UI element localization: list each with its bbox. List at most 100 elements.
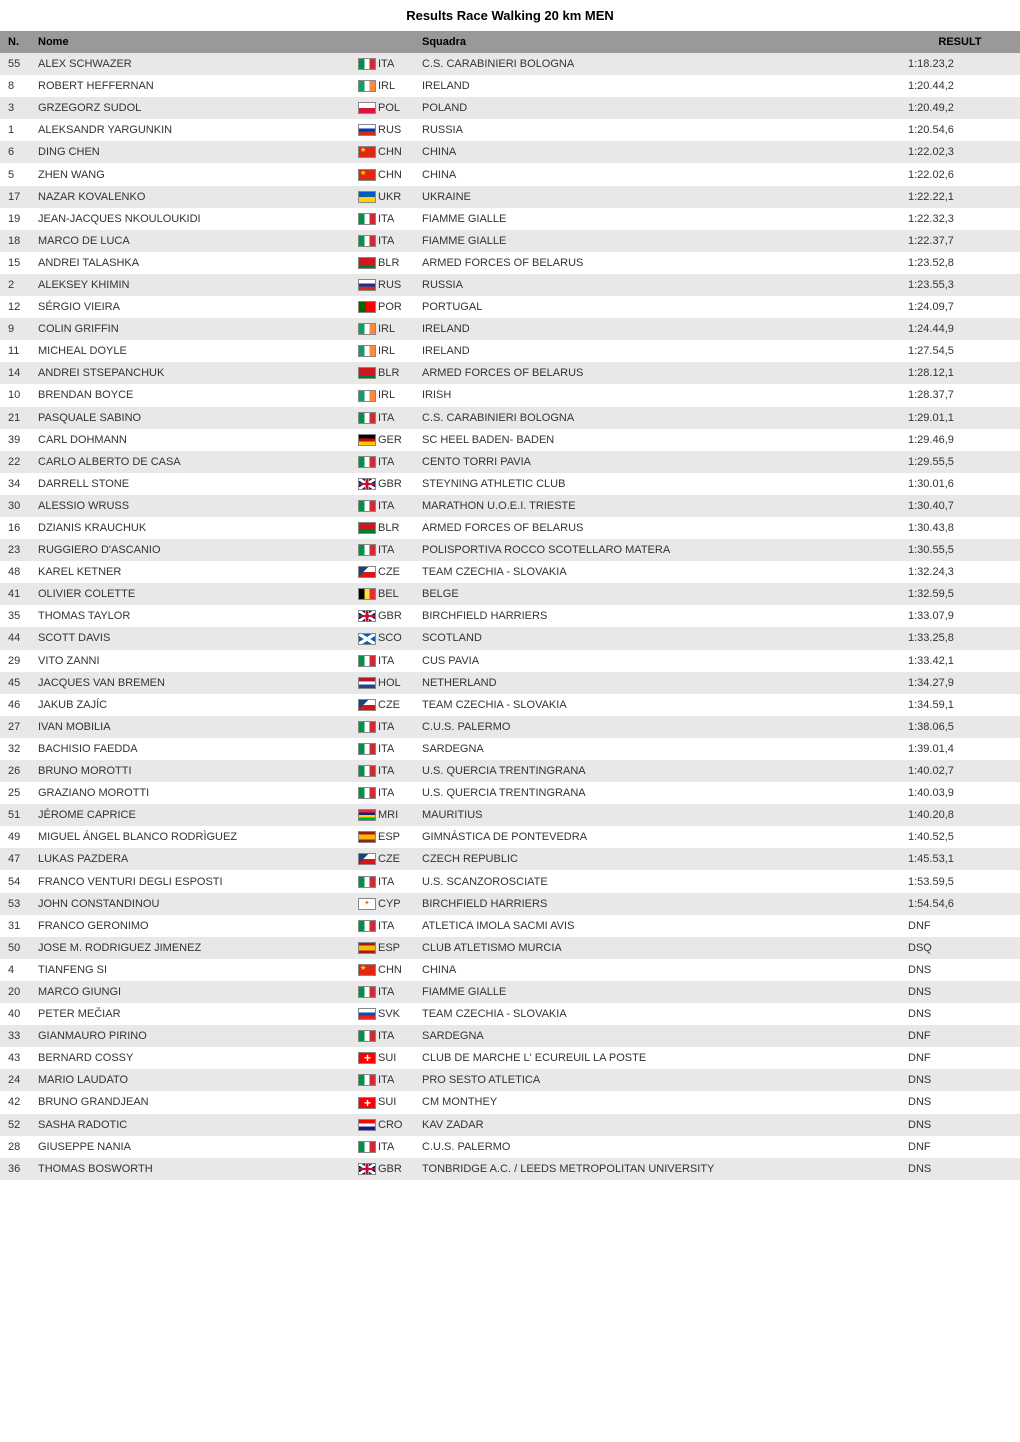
cell-country-code: SCO (378, 627, 414, 649)
cell-result: 1:20.49,2 (900, 97, 1020, 119)
cell-flag (350, 208, 378, 230)
cell-country-code: RUS (378, 119, 414, 141)
cell-nome: MICHEAL DOYLE (30, 340, 350, 362)
cell-nome: SASHA RADOTIC (30, 1114, 350, 1136)
cell-flag (350, 672, 378, 694)
header-squadra: Squadra (414, 31, 900, 53)
table-row: 26BRUNO MOROTTIITAU.S. QUERCIA TRENTINGR… (0, 760, 1020, 782)
cell-result: 1:33.42,1 (900, 650, 1020, 672)
cell-result: 1:34.59,1 (900, 694, 1020, 716)
cell-result: 1:32.24,3 (900, 561, 1020, 583)
cell-result: DNS (900, 1069, 1020, 1091)
flag-icon (358, 809, 376, 821)
cell-flag (350, 141, 378, 163)
cell-nome: FRANCO VENTURI DEGLI ESPOSTI (30, 870, 350, 892)
cell-n: 1 (0, 119, 30, 141)
flag-icon (358, 191, 376, 203)
cell-flag (350, 981, 378, 1003)
cell-nome: NAZAR KOVALENKO (30, 186, 350, 208)
cell-flag (350, 760, 378, 782)
cell-result: 1:40.52,5 (900, 826, 1020, 848)
cell-n: 3 (0, 97, 30, 119)
cell-nome: CARL DOHMANN (30, 429, 350, 451)
flag-icon (358, 831, 376, 843)
cell-country-code: ITA (378, 1069, 414, 1091)
cell-nome: IVAN MOBILIA (30, 716, 350, 738)
cell-nome: BRENDAN BOYCE (30, 384, 350, 406)
cell-flag (350, 186, 378, 208)
cell-squadra: BIRCHFIELD HARRIERS (414, 605, 900, 627)
cell-flag (350, 583, 378, 605)
cell-n: 10 (0, 384, 30, 406)
cell-flag (350, 252, 378, 274)
flag-icon (358, 610, 376, 622)
cell-squadra: UKRAINE (414, 186, 900, 208)
table-row: 49MIGUEL ÁNGEL BLANCO RODRÌGUEZESPGIMNÁS… (0, 826, 1020, 848)
flag-icon (358, 1052, 376, 1064)
table-row: 31FRANCO GERONIMOITAATLETICA IMOLA SACMI… (0, 915, 1020, 937)
cell-squadra: ARMED FORCES OF BELARUS (414, 252, 900, 274)
table-row: 40PETER MEČIARSVKTEAM CZECHIA - SLOVAKIA… (0, 1003, 1020, 1025)
table-row: 6DING CHENCHNCHINA1:22.02,3 (0, 141, 1020, 163)
cell-nome: DARRELL STONE (30, 473, 350, 495)
table-row: 34DARRELL STONEGBRSTEYNING ATHLETIC CLUB… (0, 473, 1020, 495)
cell-nome: ANDREI TALASHKA (30, 252, 350, 274)
table-row: 39CARL DOHMANNGERSC HEEL BADEN- BADEN1:2… (0, 429, 1020, 451)
cell-n: 12 (0, 296, 30, 318)
cell-flag (350, 429, 378, 451)
flag-icon (358, 434, 376, 446)
cell-flag (350, 230, 378, 252)
cell-flag (350, 318, 378, 340)
cell-n: 24 (0, 1069, 30, 1091)
cell-nome: TIANFENG SI (30, 959, 350, 981)
cell-country-code: IRL (378, 75, 414, 97)
table-row: 32BACHISIO FAEDDAITASARDEGNA1:39.01,4 (0, 738, 1020, 760)
cell-result: 1:30.40,7 (900, 495, 1020, 517)
flag-icon (358, 169, 376, 181)
table-row: 55ALEX SCHWAZERITAC.S. CARABINIERI BOLOG… (0, 53, 1020, 75)
cell-country-code: BLR (378, 362, 414, 384)
cell-n: 21 (0, 407, 30, 429)
cell-n: 15 (0, 252, 30, 274)
cell-squadra: STEYNING ATHLETIC CLUB (414, 473, 900, 495)
cell-result: 1:20.44,2 (900, 75, 1020, 97)
flag-icon (358, 655, 376, 667)
flag-icon (358, 213, 376, 225)
cell-n: 35 (0, 605, 30, 627)
table-row: 42BRUNO GRANDJEANSUICM MONTHEYDNS (0, 1091, 1020, 1113)
flag-icon (358, 235, 376, 247)
flag-icon (358, 102, 376, 114)
cell-flag (350, 1114, 378, 1136)
cell-n: 32 (0, 738, 30, 760)
cell-n: 8 (0, 75, 30, 97)
cell-nome: COLIN GRIFFIN (30, 318, 350, 340)
cell-flag (350, 1047, 378, 1069)
table-row: 10BRENDAN BOYCEIRLIRISH1:28.37,7 (0, 384, 1020, 406)
cell-country-code: IRL (378, 318, 414, 340)
cell-squadra: MAURITIUS (414, 804, 900, 826)
cell-country-code: MRI (378, 804, 414, 826)
cell-flag (350, 75, 378, 97)
cell-country-code: ESP (378, 937, 414, 959)
cell-result: 1:54.54,6 (900, 893, 1020, 915)
table-row: 16DZIANIS KRAUCHUKBLRARMED FORCES OF BEL… (0, 517, 1020, 539)
cell-squadra: SC HEEL BADEN- BADEN (414, 429, 900, 451)
cell-nome: THOMAS TAYLOR (30, 605, 350, 627)
flag-icon (358, 633, 376, 645)
table-row: 47LUKAS PAZDERACZECZECH REPUBLIC1:45.53,… (0, 848, 1020, 870)
header-nome: Nome (30, 31, 350, 53)
table-row: 28GIUSEPPE NANIAITAC.U.S. PALERMODNF (0, 1136, 1020, 1158)
cell-nome: BRUNO MOROTTI (30, 760, 350, 782)
cell-result: 1:29.46,9 (900, 429, 1020, 451)
table-row: 19JEAN-JACQUES NKOULOUKIDIITAFIAMME GIAL… (0, 208, 1020, 230)
cell-country-code: ITA (378, 915, 414, 937)
header-result: RESULT (900, 31, 1020, 53)
cell-squadra: CHINA (414, 163, 900, 185)
cell-squadra: RUSSIA (414, 274, 900, 296)
cell-country-code: SUI (378, 1047, 414, 1069)
cell-flag (350, 495, 378, 517)
cell-country-code: BEL (378, 583, 414, 605)
cell-squadra: C.U.S. PALERMO (414, 716, 900, 738)
cell-nome: JAKUB ZAJÍC (30, 694, 350, 716)
cell-n: 33 (0, 1025, 30, 1047)
